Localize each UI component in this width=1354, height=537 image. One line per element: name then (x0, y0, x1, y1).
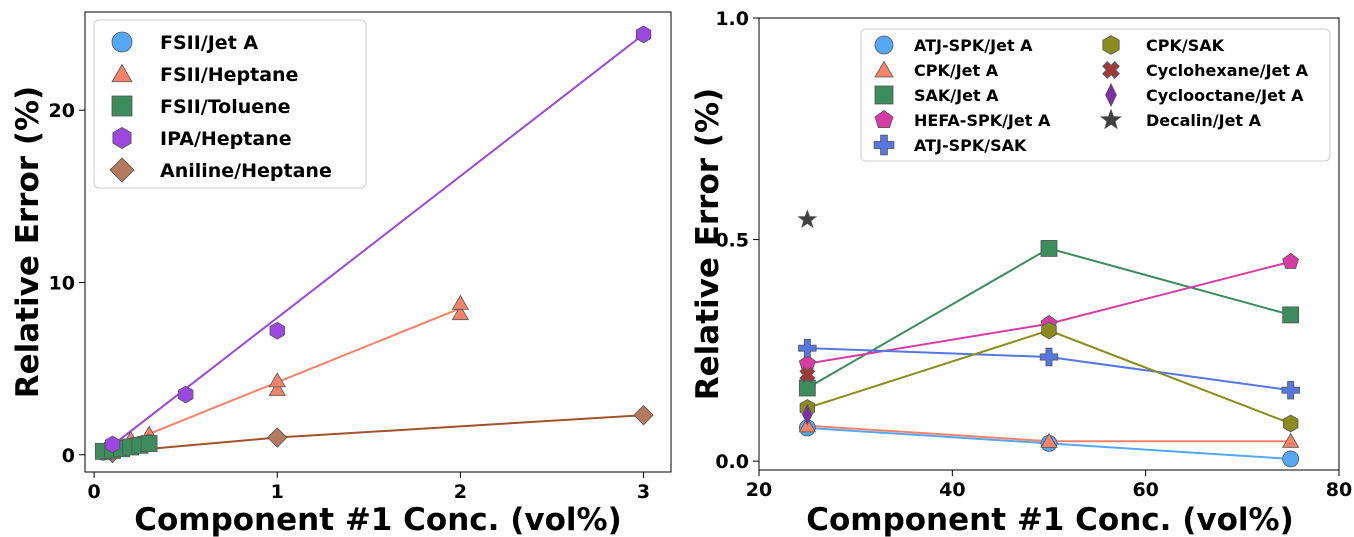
right-legend-marker-2 (874, 85, 894, 105)
left-legend: FSII/Jet A FSII/Heptane FSII/Toluene IPA/He… (93, 19, 367, 189)
right-point-triangle (1282, 432, 1300, 448)
left-point-hexagon (178, 385, 194, 404)
left-legend-label: FSII/Jet A (160, 32, 258, 54)
right-y-ticks: 0.0 0.5 1.0 (715, 8, 759, 473)
right-series-line-5 (807, 329, 1292, 425)
right-y-axis-title: Relative Error (%) (690, 88, 726, 400)
left-legend-marker-1 (111, 63, 133, 83)
right-point-star (797, 209, 818, 229)
left-legend-items: FSII/Jet A FSII/Heptane FSII/Toluene IPA/He… (109, 31, 332, 183)
right-x-tick-label: 20 (746, 479, 772, 501)
left-point-diamond (267, 427, 288, 448)
right-legend-label: Decalin/Jet A (1146, 111, 1262, 130)
right-legend-marker-4 (873, 134, 895, 156)
left-x-axis-title: Component #1 Conc. (vol%) (134, 502, 622, 537)
left-point-diamond (633, 404, 654, 426)
right-x-tick-label: 60 (1132, 479, 1158, 501)
left-y-ticks: 0 10 20 (49, 100, 85, 467)
right-legend-label: Cyclooctane/Jet A (1146, 86, 1304, 105)
left-point-triangle (451, 294, 470, 310)
left-plot-frame (84, 11, 672, 473)
right-point-hexagon (1282, 414, 1299, 433)
right-legend-marker-0 (874, 35, 894, 55)
left-panel: 0 1 2 3 0 10 20 Component #1 Conc. (vol%) Rel… (10, 11, 672, 537)
right-legend-label: SAK/Jet A (914, 86, 999, 105)
left-x-ticks: 0 1 2 3 (88, 472, 650, 503)
right-legend-label: ATJ-SPK/Jet A (914, 36, 1033, 55)
right-panel: 20 40 60 80 0.0 0.5 1.0 Component #1 Conc. (v… (690, 8, 1352, 537)
right-legend-marker-6 (1102, 61, 1120, 79)
left-x-tick-label: 1 (271, 481, 284, 503)
left-x-tick-label: 0 (88, 481, 101, 503)
left-x-tick-label: 3 (637, 481, 650, 503)
left-point-hexagon (104, 435, 121, 454)
right-legend-marker-1 (874, 60, 894, 78)
right-point-pentagon (798, 354, 816, 371)
right-legend-marker-3 (874, 110, 894, 129)
left-legend-marker-3 (112, 127, 132, 149)
right-y-tick-label: 1.0 (715, 8, 749, 30)
right-legend-label: Cyclohexane/Jet A (1146, 61, 1309, 80)
right-point-thin-diamond (802, 403, 813, 426)
right-legend-label: CPK/Jet A (914, 61, 999, 80)
left-point-hexagon (269, 321, 285, 340)
right-point-plus (1039, 347, 1059, 367)
right-legend-box (860, 28, 1331, 162)
right-point-square (1040, 240, 1058, 257)
right-point-plus (1281, 381, 1300, 400)
left-legend-marker-0 (111, 31, 133, 53)
right-legend-label: HEFA-SPK/Jet A (914, 111, 1051, 130)
right-point-square (1282, 306, 1300, 324)
right-y-tick-label: 0.0 (715, 451, 749, 473)
right-point-x (799, 366, 816, 383)
right-legend-label: ATJ-SPK/SAK (914, 136, 1027, 155)
left-x-tick-label: 2 (454, 481, 467, 503)
left-point-triangle (268, 380, 286, 396)
right-legend: ATJ-SPK/Jet A CPK/Jet A SAK/Jet A HEFA-SPK/… (860, 28, 1331, 162)
right-legend-marker-8 (1100, 108, 1122, 130)
left-point-hexagon (635, 25, 652, 44)
left-data-points (94, 25, 654, 464)
right-point-circle (1282, 450, 1300, 468)
right-data-points (797, 209, 1300, 468)
left-legend-label: FSII/Heptane (160, 64, 298, 86)
right-legend-items: ATJ-SPK/Jet A CPK/Jet A SAK/Jet A HEFA-SPK/… (873, 35, 1309, 156)
left-fit-line-1 (112, 307, 461, 450)
right-plot-frame (758, 17, 1340, 471)
right-point-pentagon (1282, 252, 1300, 269)
left-legend-label: FSII/Toluene (160, 96, 291, 118)
left-fit-line-3 (111, 33, 645, 447)
left-legend-marker-4 (109, 157, 135, 183)
left-y-tick-label: 20 (49, 100, 75, 122)
right-legend-marker-7 (1105, 82, 1117, 108)
right-x-tick-label: 80 (1326, 479, 1352, 501)
left-y-tick-label: 10 (49, 272, 75, 294)
left-legend-box (93, 19, 367, 189)
right-legend-marker-5 (1102, 35, 1120, 55)
left-point-triangle (451, 305, 470, 321)
right-point-plus (798, 338, 817, 358)
right-point-triangle (1040, 432, 1058, 448)
left-y-tick-label: 0 (62, 445, 75, 467)
right-x-ticks: 20 40 60 80 (746, 470, 1352, 501)
left-legend-label: IPA/Heptane (160, 128, 292, 150)
left-point-square (140, 435, 158, 452)
left-legend-marker-2 (111, 95, 133, 117)
right-legend-label: CPK/SAK (1146, 36, 1225, 55)
right-y-tick-label: 0.5 (715, 230, 749, 252)
left-legend-label: Aniline/Heptane (160, 160, 332, 182)
right-x-axis-title: Component #1 Conc. (vol%) (806, 502, 1294, 537)
right-point-hexagon (1041, 321, 1057, 340)
right-x-tick-label: 40 (939, 479, 965, 501)
left-fit-line-4 (112, 414, 644, 454)
left-y-axis-title: Relative Error (%) (10, 86, 46, 398)
left-point-triangle (268, 372, 286, 388)
right-point-square (798, 379, 816, 397)
